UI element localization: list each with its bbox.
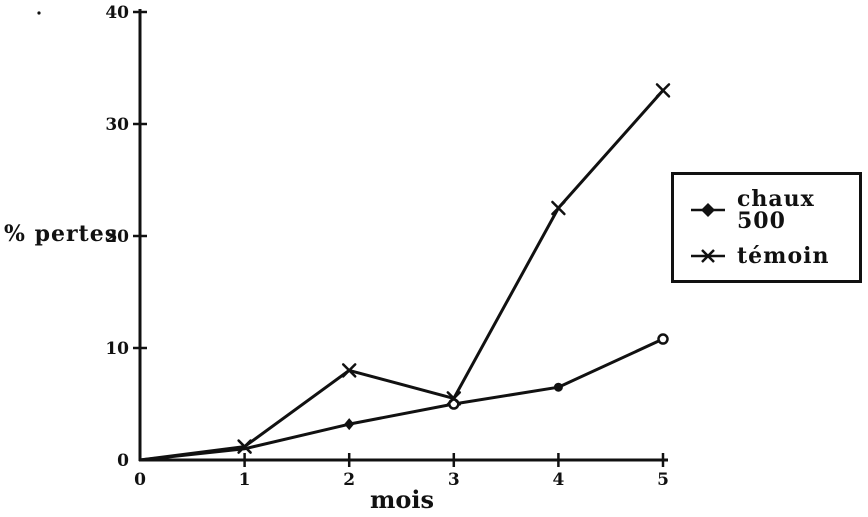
series-1-marker — [551, 200, 566, 216]
series-0-marker — [344, 418, 355, 431]
series-1-marker — [341, 363, 357, 378]
series-1-marker — [237, 439, 252, 454]
y-tick-label: 20 — [105, 227, 129, 247]
y-tick-label: 30 — [105, 115, 129, 135]
diamond-marker-icon — [691, 203, 725, 217]
series-line-0 — [138, 337, 665, 462]
legend-item-temoin: témoin — [688, 245, 859, 267]
x-tick-label: 5 — [657, 470, 669, 490]
x-marker-icon — [691, 249, 725, 263]
ink-speck — [37, 11, 41, 15]
series-0-marker — [657, 333, 669, 345]
y-tick-label: 10 — [105, 339, 129, 359]
y-tick-label: 0 — [117, 451, 129, 471]
x-tick-label: 0 — [134, 470, 146, 490]
x-tick-label: 4 — [552, 470, 564, 490]
x-tick-label: 2 — [343, 470, 355, 490]
legend: chaux 500 témoin — [671, 172, 862, 283]
series-0-marker — [553, 382, 563, 392]
series-1-marker — [446, 391, 462, 406]
series-line-1 — [138, 88, 665, 462]
legend-label: chaux 500 — [737, 186, 815, 234]
x-tick-label: 3 — [448, 470, 460, 490]
legend-item-chaux-500: chaux 500 — [688, 188, 859, 232]
legend-label: témoin — [737, 243, 830, 269]
y-axis-label: % pertes — [4, 221, 119, 247]
series-1-marker — [655, 83, 671, 98]
y-tick-label: 40 — [105, 3, 129, 23]
x-tick-label: 1 — [239, 470, 251, 490]
x-axis-label: mois — [369, 485, 435, 514]
